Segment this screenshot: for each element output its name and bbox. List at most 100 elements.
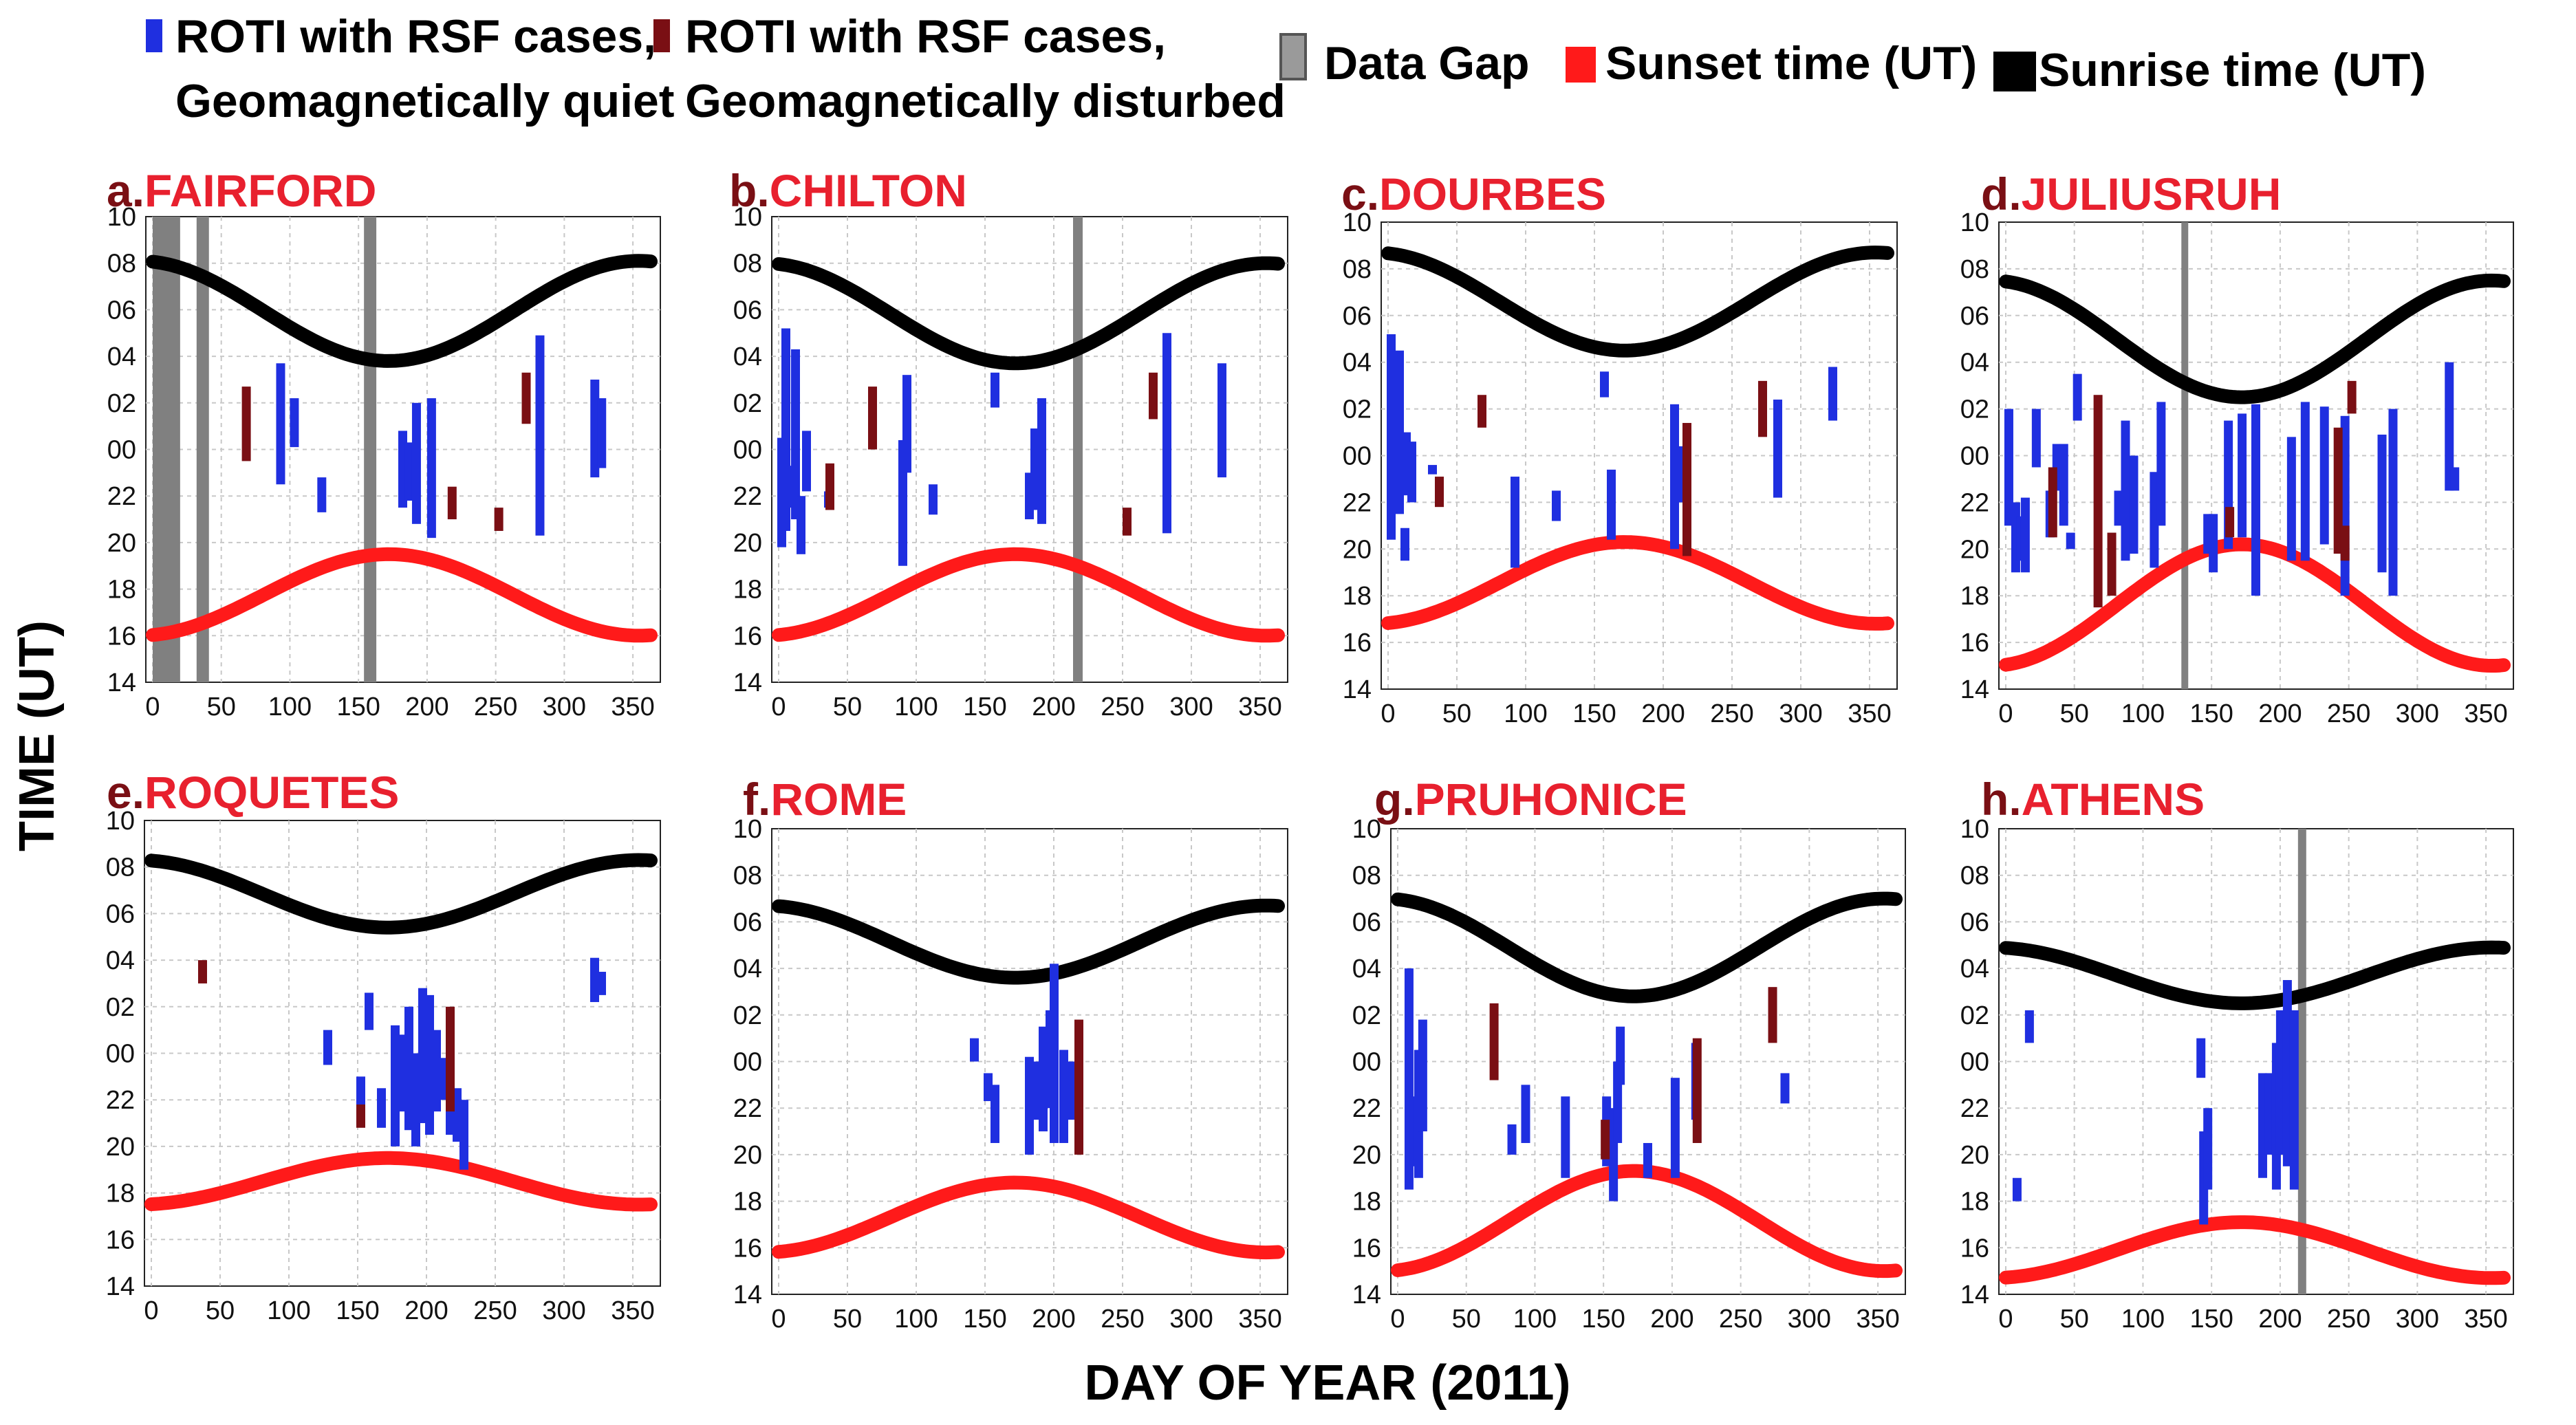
roti-quiet-bar [1037,398,1046,524]
y-tick-label: 02 [1960,395,1989,424]
y-tick-label: 20 [733,1141,762,1170]
legend-sunset-label: Sunset time (UT) [1605,37,1977,89]
data-gap-band [1073,217,1083,682]
y-tick-label: 20 [733,529,762,558]
data-gap-band [196,217,209,682]
y-tick-label: 00 [1343,442,1372,471]
y-tick-label: 20 [106,1133,135,1162]
legend-disturbed-swatch [653,19,670,52]
roti-quiet-bar [597,972,606,995]
roti-disturbed-bar [1692,1038,1702,1143]
x-tick-label: 350 [1848,699,1891,728]
x-tick-label: 300 [1169,693,1213,721]
roti-quiet-bar [1217,363,1226,478]
roti-quiet-bar [2020,497,2030,573]
y-tick-label: 10 [107,203,136,232]
roti-quiet-bar [1511,477,1519,568]
roti-quiet-bar [276,363,285,485]
panel-letter: b. [729,165,770,216]
roti-quiet-bar [2282,980,2292,1166]
x-tick-label: 350 [1238,693,1281,721]
y-tick-label: 02 [107,389,136,418]
roti-disturbed-bar [1478,395,1486,428]
sunrise-curve [146,254,658,368]
x-tick-label: 350 [1238,1305,1281,1334]
x-tick-label: 300 [542,1296,585,1325]
x-tick-label: 150 [963,1305,1006,1334]
y-tick-label: 00 [106,1040,135,1069]
panel-title: b.CHILTON [729,165,967,216]
x-tick-label: 200 [405,693,448,721]
y-tick-label: 16 [733,1234,762,1263]
roti-quiet-bar [984,1073,993,1102]
roti-quiet-bar [323,1030,332,1065]
roti-disturbed-bar [868,387,877,450]
roti-quiet-bar [404,442,414,501]
x-tick-label: 200 [1032,693,1075,721]
legend-disturbed-label-line1: ROTI with RSF cases, [685,10,1166,63]
roti-disturbed-bar [446,1006,455,1112]
y-tick-label: 18 [107,576,136,605]
y-tick-label: 02 [733,1001,762,1030]
panel-title: e.ROQUETES [107,767,399,818]
y-tick-label: 10 [106,807,135,836]
sunset-curve [1381,535,1894,631]
y-tick-label: 06 [106,900,135,928]
roti-quiet-bar [1773,400,1782,498]
roti-disturbed-bar [1489,1003,1499,1080]
roti-quiet-bar [1643,1142,1653,1178]
y-tick-label: 08 [107,250,136,279]
roti-disturbed-bar [241,387,251,461]
roti-quiet-bar [1030,428,1039,510]
roti-quiet-bar [2238,413,2247,538]
panel-title: g.PRUHONICE [1374,774,1687,825]
x-tick-label: 300 [2396,699,2439,728]
data-gap-band [2297,829,2306,1294]
roti-quiet-bar [459,1100,468,1170]
x-tick-label: 50 [833,693,862,721]
y-tick-label: 02 [733,389,762,418]
panel-title: a.FAIRFORD [107,165,376,216]
x-tick-label: 300 [1788,1305,1831,1334]
roti-quiet-bar [2251,404,2261,596]
x-tick-label: 100 [894,693,938,721]
panel-station-name: DOURBES [1379,168,1606,219]
panel-letter: a. [107,165,144,216]
roti-quiet-bar [432,1030,441,1112]
roti-disturbed-bar [2225,507,2235,538]
roti-quiet-bar [1162,333,1171,534]
x-tick-label: 150 [336,693,380,721]
y-tick-label: 22 [733,482,762,511]
roti-quiet-bar [2121,420,2130,561]
x-tick-label: 100 [2121,699,2165,728]
x-tick-label: 250 [2327,699,2370,728]
x-tick-label: 0 [771,1305,786,1334]
panel-station-name: PRUHONICE [1415,774,1687,825]
y-tick-label: 18 [1960,1188,1989,1217]
x-tick-label: 50 [2060,1305,2089,1334]
y-tick-label: 22 [733,1094,762,1123]
x-tick-label: 300 [2396,1305,2439,1334]
sunset-curve [772,547,1285,643]
y-tick-label: 14 [1343,675,1372,704]
roti-quiet-bar [2264,1073,2274,1155]
y-tick-label: 18 [1960,582,1989,611]
y-tick-label: 06 [733,296,762,325]
sunset-curve [772,1175,1285,1260]
y-tick-label: 04 [733,342,762,371]
y-tick-label: 16 [106,1226,135,1254]
y-axis-label: TIME (UT) [10,620,65,851]
roti-disturbed-bar [1149,372,1158,420]
panel-title: h.ATHENS [1981,774,2205,825]
y-tick-label: 08 [733,862,762,891]
roti-disturbed-bar [2107,532,2117,596]
y-tick-label: 22 [1343,488,1372,517]
roti-quiet-bar [356,1076,365,1112]
roti-quiet-bar [2156,402,2166,526]
sunset-curve [144,1151,658,1212]
y-tick-label: 20 [1343,535,1372,564]
